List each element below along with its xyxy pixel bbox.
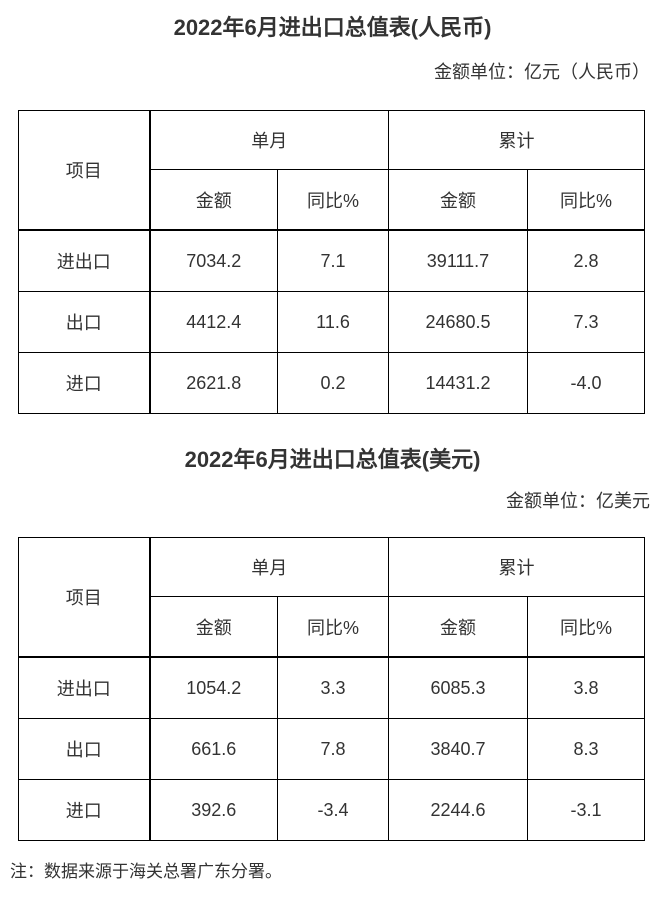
rmb-row-imports-label: 进口: [18, 352, 151, 414]
table-row: 出口 661.6 7.8 3840.7 8.3: [18, 718, 645, 780]
usd-header-item: 项目: [18, 537, 151, 658]
trade-report-page: { "colors": { "text": "#333333", "border…: [0, 14, 665, 904]
usd-trade-table: 项目 单月 累计 金额 同比% 金额 同比% 进出口 1054.2 3.3 60…: [18, 537, 645, 841]
usd-row-imports-exports-cumulative-yoy: 3.8: [527, 656, 645, 719]
usd-row-imports-label: 进口: [18, 779, 151, 841]
table-row: 进口 2621.8 0.2 14431.2 -4.0: [18, 352, 645, 414]
usd-header-group-row: 项目 单月 累计: [18, 537, 645, 658]
rmb-header-item: 项目: [18, 110, 151, 231]
usd-header-sub-row: 金额 同比% 金额 同比%: [19, 596, 645, 658]
usd-row-imports-exports-cumulative-amount: 6085.3: [388, 656, 528, 719]
usd-row-imports-exports-monthly-yoy: 3.3: [277, 656, 389, 719]
usd-unit-label: 金额单位：亿美元: [506, 491, 650, 511]
rmb-unit-label: 金额单位：亿元（人民币）: [434, 62, 650, 82]
usd-row-imports-monthly-amount: 392.6: [149, 779, 278, 841]
rmb-row-imports-monthly-yoy: 0.2: [277, 352, 389, 414]
rmb-row-exports-label: 出口: [18, 291, 151, 353]
rmb-header-sub-row: 金额 同比% 金额 同比%: [19, 169, 645, 231]
rmb-header-monthly-yoy: 同比%: [277, 169, 389, 231]
table-row: 进出口 7034.2 7.1 39111.7 2.8: [18, 229, 645, 292]
usd-row-imports-monthly-yoy: -3.4: [277, 779, 389, 841]
rmb-row-imports-exports-cumulative-yoy: 2.8: [527, 229, 645, 292]
rmb-row-exports-cumulative-amount: 24680.5: [388, 291, 528, 353]
usd-row-imports-cumulative-amount: 2244.6: [388, 779, 528, 841]
rmb-header-monthly-amount: 金额: [149, 169, 278, 231]
rmb-row-exports-monthly-amount: 4412.4: [149, 291, 278, 353]
usd-header-cumulative-amount: 金额: [388, 596, 528, 658]
rmb-row-imports-monthly-amount: 2621.8: [149, 352, 278, 414]
data-source-footnote: 注：数据来源于海关总署广东分署。: [10, 862, 282, 881]
rmb-row-imports-exports-cumulative-amount: 39111.7: [388, 229, 528, 292]
rmb-header-monthly: 单月: [149, 110, 389, 170]
usd-row-exports-monthly-amount: 661.6: [149, 718, 278, 780]
usd-row-imports-exports-monthly-amount: 1054.2: [149, 656, 278, 719]
usd-header-monthly: 单月: [149, 537, 389, 597]
usd-row-exports-monthly-yoy: 7.8: [277, 718, 389, 780]
rmb-row-imports-cumulative-amount: 14431.2: [388, 352, 528, 414]
rmb-row-imports-exports-label: 进出口: [18, 229, 151, 292]
usd-table-title: 2022年6月进出口总值表(美元): [184, 447, 481, 472]
rmb-header-cumulative: 累计: [388, 110, 645, 170]
rmb-table-title: 2022年6月进出口总值表(人民币): [173, 15, 492, 40]
rmb-row-exports-cumulative-yoy: 7.3: [527, 291, 645, 353]
rmb-header-cumulative-amount: 金额: [388, 169, 528, 231]
table-row: 出口 4412.4 11.6 24680.5 7.3: [18, 291, 645, 353]
table-row: 进口 392.6 -3.4 2244.6 -3.1: [18, 779, 645, 841]
usd-header-cumulative: 累计: [388, 537, 645, 597]
usd-header-monthly-yoy: 同比%: [277, 596, 389, 658]
rmb-row-imports-cumulative-yoy: -4.0: [527, 352, 645, 414]
rmb-row-imports-exports-monthly-amount: 7034.2: [149, 229, 278, 292]
usd-row-exports-cumulative-yoy: 8.3: [527, 718, 645, 780]
usd-row-exports-cumulative-amount: 3840.7: [388, 718, 528, 780]
rmb-table-section: 2022年6月进出口总值表(人民币) 金额单位：亿元（人民币） 项目 单月 累计…: [0, 14, 665, 414]
table-row: 进出口 1054.2 3.3 6085.3 3.8: [18, 656, 645, 719]
usd-row-exports-label: 出口: [18, 718, 151, 780]
rmb-row-imports-exports-monthly-yoy: 7.1: [277, 229, 389, 292]
rmb-header-cumulative-yoy: 同比%: [527, 169, 645, 231]
rmb-header-group-row: 项目 单月 累计: [18, 110, 645, 231]
usd-row-imports-exports-label: 进出口: [18, 656, 151, 719]
usd-table-section: 2022年6月进出口总值表(美元) 金额单位：亿美元 项目 单月 累计 金额 同…: [0, 446, 665, 841]
usd-header-monthly-amount: 金额: [149, 596, 278, 658]
rmb-row-exports-monthly-yoy: 11.6: [277, 291, 389, 353]
usd-header-cumulative-yoy: 同比%: [527, 596, 645, 658]
usd-row-imports-cumulative-yoy: -3.1: [527, 779, 645, 841]
rmb-trade-table: 项目 单月 累计 金额 同比% 金额 同比% 进出口 7034.2 7.1 39…: [18, 110, 645, 414]
